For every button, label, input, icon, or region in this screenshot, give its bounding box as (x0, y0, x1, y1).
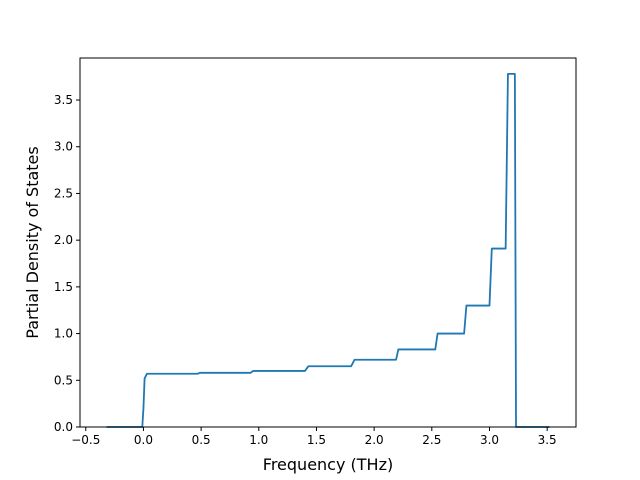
y-tick-label: 1.5 (54, 280, 73, 294)
x-tick-label: 2.0 (365, 433, 384, 447)
x-tick-label: 2.5 (422, 433, 441, 447)
x-tick-label: 0.0 (134, 433, 153, 447)
y-tick-label: 2.0 (54, 233, 73, 247)
x-tick-label: 1.5 (307, 433, 326, 447)
y-tick-label: 3.5 (54, 93, 73, 107)
y-axis: 0.0 0.5 1.0 1.5 2.0 2.5 3.0 3.5 (54, 93, 80, 434)
x-tick-label: −0.5 (71, 433, 100, 447)
y-axis-label: Partial Density of States (23, 146, 42, 338)
x-axis: −0.5 0.0 0.5 1.0 1.5 2.0 2.5 3.0 3.5 (71, 427, 557, 447)
y-tick-label: 2.5 (54, 186, 73, 200)
x-tick-label: 3.0 (480, 433, 499, 447)
y-tick-label: 0.0 (54, 420, 73, 434)
x-axis-label: Frequency (THz) (263, 455, 393, 474)
y-tick-label: 1.0 (54, 327, 73, 341)
series-layer (106, 72, 550, 428)
y-tick-label: 0.5 (54, 373, 73, 387)
y-tick-label: 3.0 (54, 140, 73, 154)
plot-background (80, 58, 576, 427)
x-tick-label: 1.0 (249, 433, 268, 447)
series-line-0 (106, 72, 550, 428)
plot-frame (79, 57, 577, 428)
x-tick-label: 3.5 (538, 433, 557, 447)
x-tick-label: 0.5 (192, 433, 211, 447)
